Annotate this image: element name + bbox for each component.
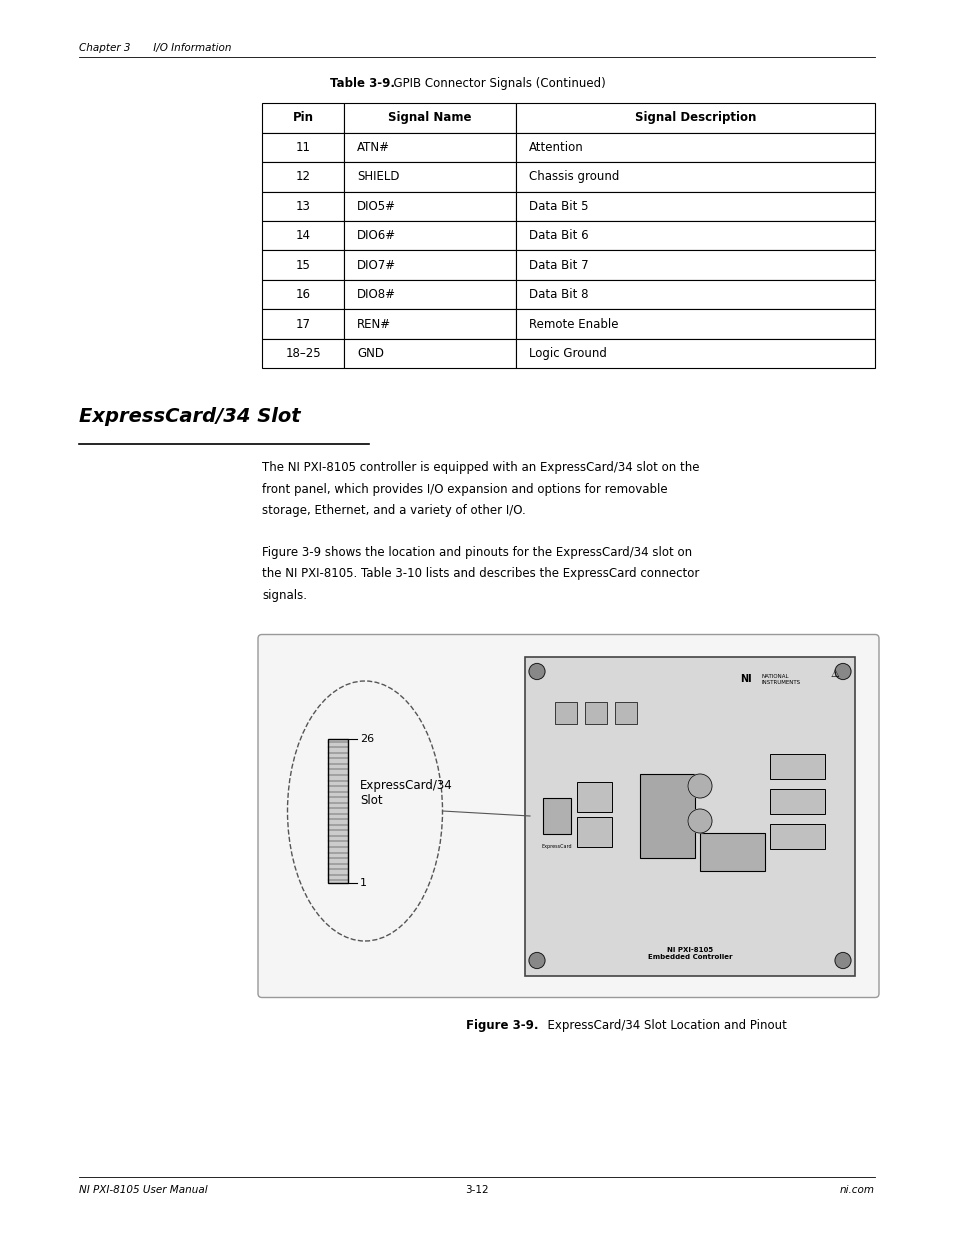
Bar bbox=[344, 162, 516, 191]
Text: Figure 3-9 shows the location and pinouts for the ExpressCard/34 slot on: Figure 3-9 shows the location and pinout… bbox=[262, 546, 691, 559]
Bar bbox=[516, 162, 874, 191]
Text: Data Bit 8: Data Bit 8 bbox=[529, 288, 588, 301]
Bar bbox=[344, 103, 516, 132]
Bar bbox=[516, 280, 874, 310]
Text: ni.com: ni.com bbox=[840, 1186, 874, 1195]
Text: Pin: Pin bbox=[293, 111, 314, 125]
Bar bbox=[516, 132, 874, 162]
Text: NATIONAL
INSTRUMENTS: NATIONAL INSTRUMENTS bbox=[761, 674, 801, 685]
Text: Figure 3-9.: Figure 3-9. bbox=[465, 1020, 537, 1032]
Bar bbox=[262, 132, 344, 162]
Bar bbox=[555, 701, 577, 724]
Text: GND: GND bbox=[356, 347, 384, 361]
Bar bbox=[516, 310, 874, 338]
Text: Remote Enable: Remote Enable bbox=[529, 317, 618, 331]
Text: 13: 13 bbox=[295, 200, 310, 212]
Text: ExpressCard: ExpressCard bbox=[541, 844, 572, 848]
Text: the NI PXI-8105. Table 3-10 lists and describes the ExpressCard connector: the NI PXI-8105. Table 3-10 lists and de… bbox=[262, 568, 699, 580]
Bar bbox=[262, 162, 344, 191]
Circle shape bbox=[529, 952, 544, 968]
Text: signals.: signals. bbox=[262, 589, 307, 601]
Text: NI: NI bbox=[740, 674, 751, 684]
FancyBboxPatch shape bbox=[257, 635, 878, 998]
Text: 3-12: 3-12 bbox=[465, 1186, 488, 1195]
Bar bbox=[700, 832, 764, 871]
Circle shape bbox=[687, 774, 711, 798]
Bar bbox=[262, 310, 344, 338]
Text: DIO6#: DIO6# bbox=[356, 230, 395, 242]
Bar bbox=[344, 310, 516, 338]
Text: 12: 12 bbox=[295, 170, 310, 183]
Text: Data Bit 7: Data Bit 7 bbox=[529, 259, 588, 272]
Bar bbox=[584, 701, 606, 724]
Text: 18–25: 18–25 bbox=[285, 347, 320, 361]
Bar bbox=[524, 657, 854, 976]
Text: Logic Ground: Logic Ground bbox=[529, 347, 606, 361]
Bar bbox=[344, 191, 516, 221]
Bar bbox=[577, 782, 612, 811]
Bar bbox=[344, 280, 516, 310]
Bar bbox=[769, 755, 824, 779]
Bar bbox=[577, 818, 612, 847]
Bar bbox=[262, 221, 344, 251]
Text: DIO5#: DIO5# bbox=[356, 200, 395, 212]
Text: storage, Ethernet, and a variety of other I/O.: storage, Ethernet, and a variety of othe… bbox=[262, 505, 525, 517]
Circle shape bbox=[529, 663, 544, 679]
Bar bbox=[516, 221, 874, 251]
Text: 26: 26 bbox=[359, 734, 374, 743]
Bar bbox=[262, 191, 344, 221]
Circle shape bbox=[687, 809, 711, 832]
Text: REN#: REN# bbox=[356, 317, 391, 331]
Text: DIO8#: DIO8# bbox=[356, 288, 395, 301]
Text: Table 3-9.: Table 3-9. bbox=[330, 77, 395, 90]
Circle shape bbox=[834, 952, 850, 968]
Text: front panel, which provides I/O expansion and options for removable: front panel, which provides I/O expansio… bbox=[262, 483, 667, 496]
Bar bbox=[344, 251, 516, 280]
Text: Signal Description: Signal Description bbox=[634, 111, 756, 125]
Text: 11: 11 bbox=[295, 141, 310, 153]
Text: NI PXI-8105 User Manual: NI PXI-8105 User Manual bbox=[79, 1186, 208, 1195]
Bar bbox=[344, 221, 516, 251]
Circle shape bbox=[834, 663, 850, 679]
Text: ExpressCard/34
Slot: ExpressCard/34 Slot bbox=[359, 779, 453, 806]
Bar bbox=[262, 338, 344, 368]
Text: ⚠: ⚠ bbox=[830, 668, 839, 678]
Text: 14: 14 bbox=[295, 230, 310, 242]
Text: Chapter 3       I/O Information: Chapter 3 I/O Information bbox=[79, 43, 232, 53]
Bar bbox=[328, 739, 348, 883]
Bar bbox=[262, 251, 344, 280]
Text: 16: 16 bbox=[295, 288, 310, 301]
Text: SHIELD: SHIELD bbox=[356, 170, 399, 183]
Bar bbox=[769, 789, 824, 814]
Text: Data Bit 6: Data Bit 6 bbox=[529, 230, 588, 242]
Bar bbox=[516, 191, 874, 221]
Bar bbox=[262, 280, 344, 310]
Bar bbox=[344, 132, 516, 162]
Bar bbox=[516, 338, 874, 368]
Bar bbox=[639, 774, 695, 858]
Text: Data Bit 5: Data Bit 5 bbox=[529, 200, 588, 212]
Bar bbox=[516, 251, 874, 280]
Bar bbox=[542, 798, 571, 834]
Bar bbox=[344, 338, 516, 368]
Text: ExpressCard/34 Slot: ExpressCard/34 Slot bbox=[79, 406, 300, 426]
Text: DIO7#: DIO7# bbox=[356, 259, 395, 272]
Bar bbox=[615, 701, 637, 724]
Text: The NI PXI-8105 controller is equipped with an ExpressCard/34 slot on the: The NI PXI-8105 controller is equipped w… bbox=[262, 462, 699, 474]
Text: ExpressCard/34 Slot Location and Pinout: ExpressCard/34 Slot Location and Pinout bbox=[540, 1020, 786, 1032]
Text: GPIB Connector Signals (Continued): GPIB Connector Signals (Continued) bbox=[386, 77, 605, 90]
Text: ATN#: ATN# bbox=[356, 141, 390, 153]
Text: Attention: Attention bbox=[529, 141, 583, 153]
Text: Chassis ground: Chassis ground bbox=[529, 170, 618, 183]
Text: Signal Name: Signal Name bbox=[388, 111, 471, 125]
Bar bbox=[262, 103, 344, 132]
Text: 17: 17 bbox=[295, 317, 310, 331]
Text: 15: 15 bbox=[295, 259, 310, 272]
Text: NI PXI-8105
Embedded Controller: NI PXI-8105 Embedded Controller bbox=[647, 947, 732, 960]
Bar bbox=[769, 824, 824, 848]
Text: 1: 1 bbox=[359, 878, 367, 888]
Bar bbox=[516, 103, 874, 132]
